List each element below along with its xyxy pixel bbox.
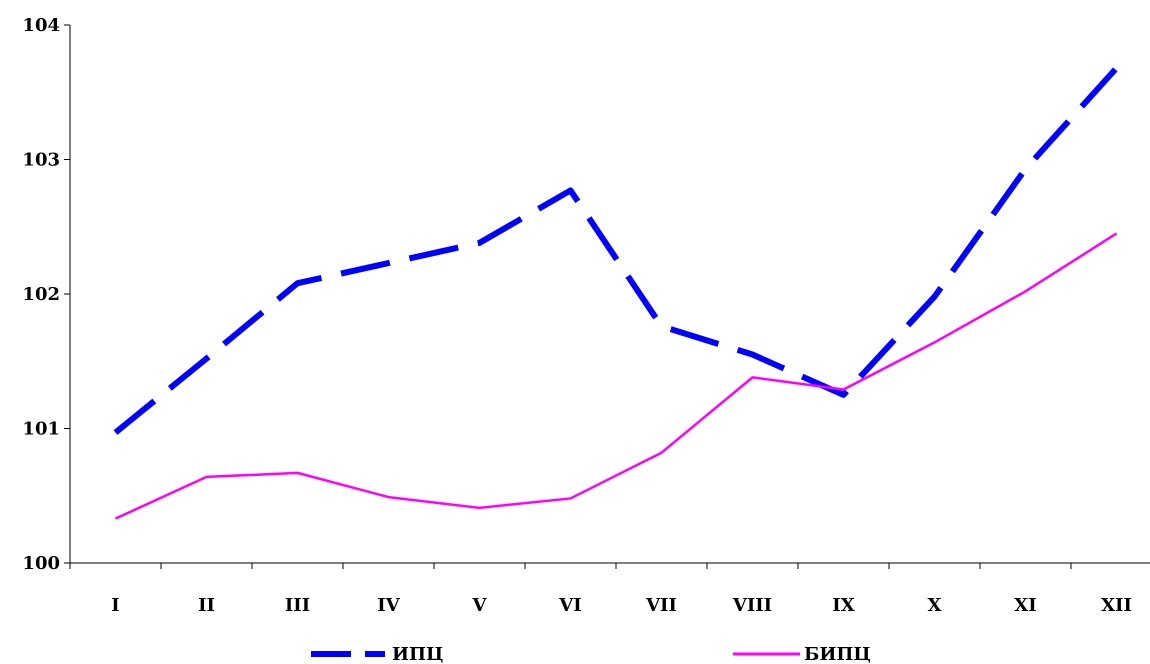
chart-series — [113, 66, 1119, 520]
x-tick-label: III — [285, 595, 310, 616]
chart-legend: ИПЦ БИПЦ — [311, 644, 871, 664]
x-tick-label: VI — [558, 595, 581, 616]
series-line-ipc — [113, 66, 1119, 435]
y-tick-label: 103 — [22, 150, 60, 171]
x-tick-label: I — [111, 595, 119, 616]
legend-label-bipc: БИПЦ — [804, 644, 871, 664]
y-tick-label: 100 — [22, 553, 60, 574]
x-tick-label: IV — [377, 595, 400, 616]
y-tick-label: 104 — [22, 15, 60, 36]
x-tick-label: XII — [1101, 595, 1132, 616]
y-tick-label: 101 — [22, 419, 60, 440]
x-tick-label: VII — [645, 595, 677, 616]
x-tick-label: X — [928, 595, 942, 616]
x-tick-label: V — [472, 595, 488, 616]
series-line-bipc — [114, 232, 1118, 520]
x-tick-label: IX — [832, 595, 854, 616]
legend-label-ipc: ИПЦ — [392, 644, 443, 664]
x-tick-label: XI — [1014, 595, 1036, 616]
x-tick-label: II — [198, 595, 215, 616]
y-tick-label: 102 — [22, 284, 60, 305]
x-tick-label: VIII — [732, 595, 772, 616]
